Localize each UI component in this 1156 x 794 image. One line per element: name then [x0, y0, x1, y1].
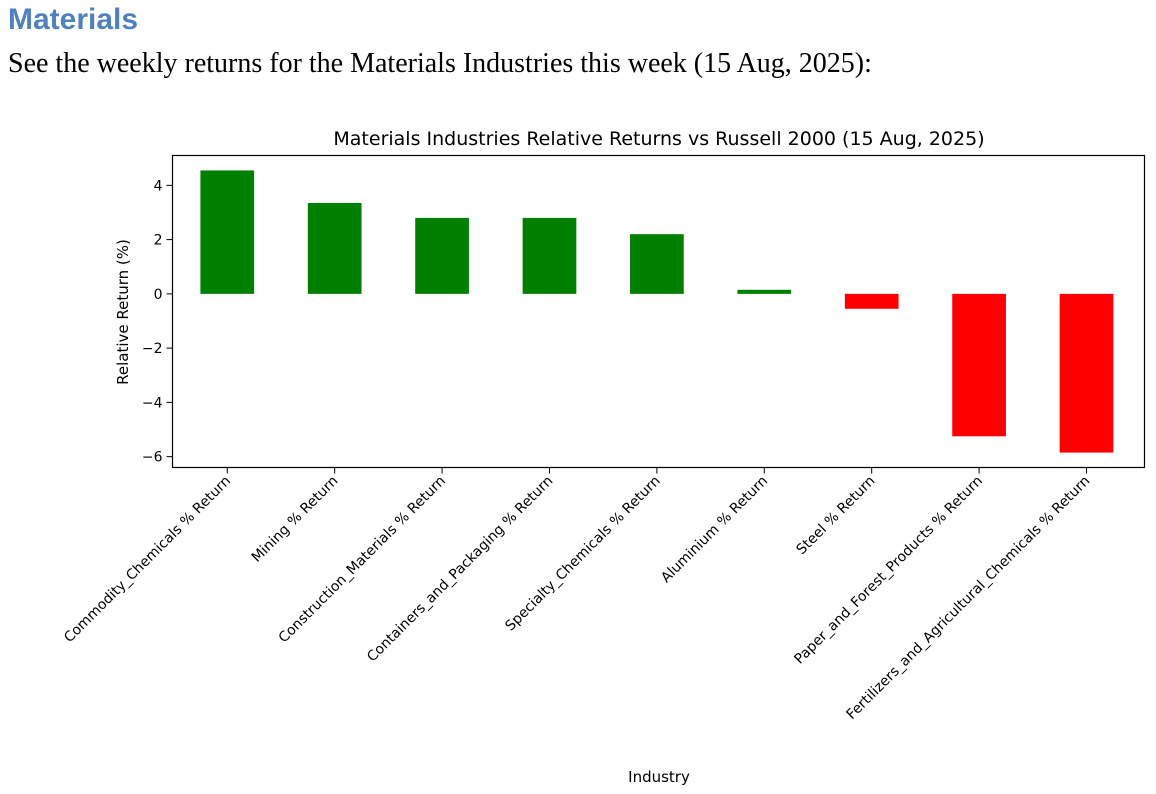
- y-tick-label-5: 2: [154, 233, 163, 249]
- bar-5: [630, 234, 684, 294]
- y-axis-label: Relative Return (%): [114, 239, 132, 385]
- y-tick-label-2: −4: [142, 395, 163, 411]
- y-tick-label-4: 0: [154, 287, 163, 303]
- x-tick-label-7: Steel % Return: [794, 473, 879, 558]
- bars-group: [200, 170, 1114, 453]
- bar-8: [952, 293, 1006, 437]
- y-axis: −6 −4 −2 0 2 4: [142, 178, 173, 466]
- intro-text: See the weekly returns for the Materials…: [8, 48, 872, 79]
- x-tick-label-6: Aluminium % Return: [658, 473, 771, 586]
- bar-9: [1059, 293, 1114, 453]
- x-tick-label-4: Containers_and_Packaging % Return: [364, 473, 556, 665]
- y-tick-label-3: −2: [142, 341, 163, 357]
- y-tick-label-6: 4: [154, 178, 163, 194]
- x-tick-label-8: Paper_and_Forest_Products % Return: [791, 473, 985, 667]
- x-tick-label-2: Mining % Return: [249, 473, 342, 566]
- bar-3: [415, 217, 469, 294]
- section-heading: Materials: [8, 3, 139, 36]
- bar-7: [844, 293, 899, 309]
- plot-frame: [171, 154, 1146, 469]
- x-axis-label: Industry: [628, 768, 690, 786]
- x-tick-label-3: Construction_Materials % Return: [276, 473, 449, 646]
- bar-6: [737, 289, 792, 294]
- x-axis: Commodity_Chemicals % Return Mining % Ret…: [61, 467, 1094, 723]
- y-tick-label-1: −6: [142, 450, 163, 466]
- bar-1: [200, 170, 255, 294]
- chart-title: Materials Industries Relative Returns vs…: [333, 128, 984, 150]
- bar-4: [522, 217, 577, 294]
- bar-2: [307, 202, 362, 294]
- x-tick-label-1: Commodity_Chemicals % Return: [61, 473, 234, 646]
- x-tick-label-9: Fertilizers_and_Agricultural_Chemicals %…: [844, 473, 1094, 723]
